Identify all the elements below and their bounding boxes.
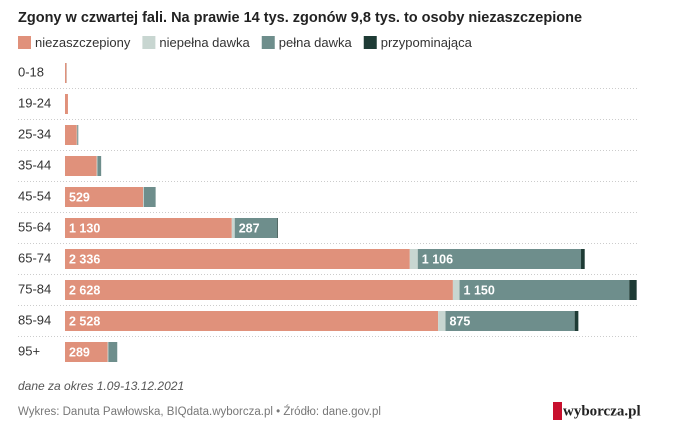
legend-swatch — [364, 36, 377, 49]
bar-segment — [143, 187, 144, 207]
data-label: 529 — [69, 190, 90, 204]
data-label: 289 — [69, 345, 90, 359]
bar-segment — [629, 280, 636, 300]
legend-swatch — [262, 36, 275, 49]
bar-segment — [108, 342, 109, 362]
bar-segment — [108, 342, 117, 362]
bar-segment — [65, 156, 97, 176]
y-tick-label: 25-34 — [18, 126, 51, 141]
bar-segment — [144, 187, 156, 207]
bar-segment — [65, 280, 453, 300]
data-label: 1 106 — [422, 252, 453, 266]
data-label: 1 130 — [69, 221, 100, 235]
y-tick-label: 65-74 — [18, 250, 51, 265]
bar-segment — [453, 280, 460, 300]
bar-segment — [97, 156, 98, 176]
bar-segment — [575, 311, 579, 331]
logo-mark — [553, 402, 562, 420]
bar-segment — [97, 156, 101, 176]
bar-segment — [232, 218, 235, 238]
bar-segment — [65, 94, 68, 114]
legend-label: niezaszczepiony — [35, 35, 131, 50]
legend-label: przypominająca — [381, 35, 473, 50]
y-tick-label: 35-44 — [18, 157, 51, 172]
data-label: 2 628 — [69, 283, 100, 297]
y-tick-label: 0-18 — [18, 64, 44, 79]
bar-segment — [65, 249, 410, 269]
data-label: 2 528 — [69, 314, 100, 328]
note: dane za okres 1.09-13.12.2021 — [18, 379, 184, 393]
bar-segment — [277, 218, 278, 238]
bar-segment — [410, 249, 418, 269]
bar-segment — [438, 311, 445, 331]
y-tick-label: 75-84 — [18, 281, 51, 296]
chart-title: Zgony w czwartej fali. Na prawie 14 tys.… — [18, 10, 582, 26]
data-label: 2 336 — [69, 252, 100, 266]
y-tick-label: 19-24 — [18, 95, 51, 110]
legend-label: pełna dawka — [279, 35, 353, 50]
data-label: 1 150 — [464, 283, 495, 297]
bar-segment — [65, 125, 77, 145]
source: Wykres: Danuta Pawłowska, BIQdata.wyborc… — [18, 405, 381, 418]
data-label: 875 — [450, 314, 471, 328]
bar-segment — [77, 125, 78, 145]
bar-segment — [581, 249, 585, 269]
bar-segment — [65, 311, 438, 331]
legend-swatch — [142, 36, 155, 49]
y-tick-label: 45-54 — [18, 188, 51, 203]
data-label: 287 — [239, 221, 260, 235]
legend-swatch — [18, 36, 31, 49]
y-tick-label: 55-64 — [18, 219, 51, 234]
y-tick-label: 85-94 — [18, 312, 51, 327]
legend-label: niepełna dawka — [159, 35, 250, 50]
bar-segment — [65, 63, 66, 83]
y-tick-label: 95+ — [18, 343, 40, 358]
logo: wyborcza.pl — [563, 403, 641, 419]
